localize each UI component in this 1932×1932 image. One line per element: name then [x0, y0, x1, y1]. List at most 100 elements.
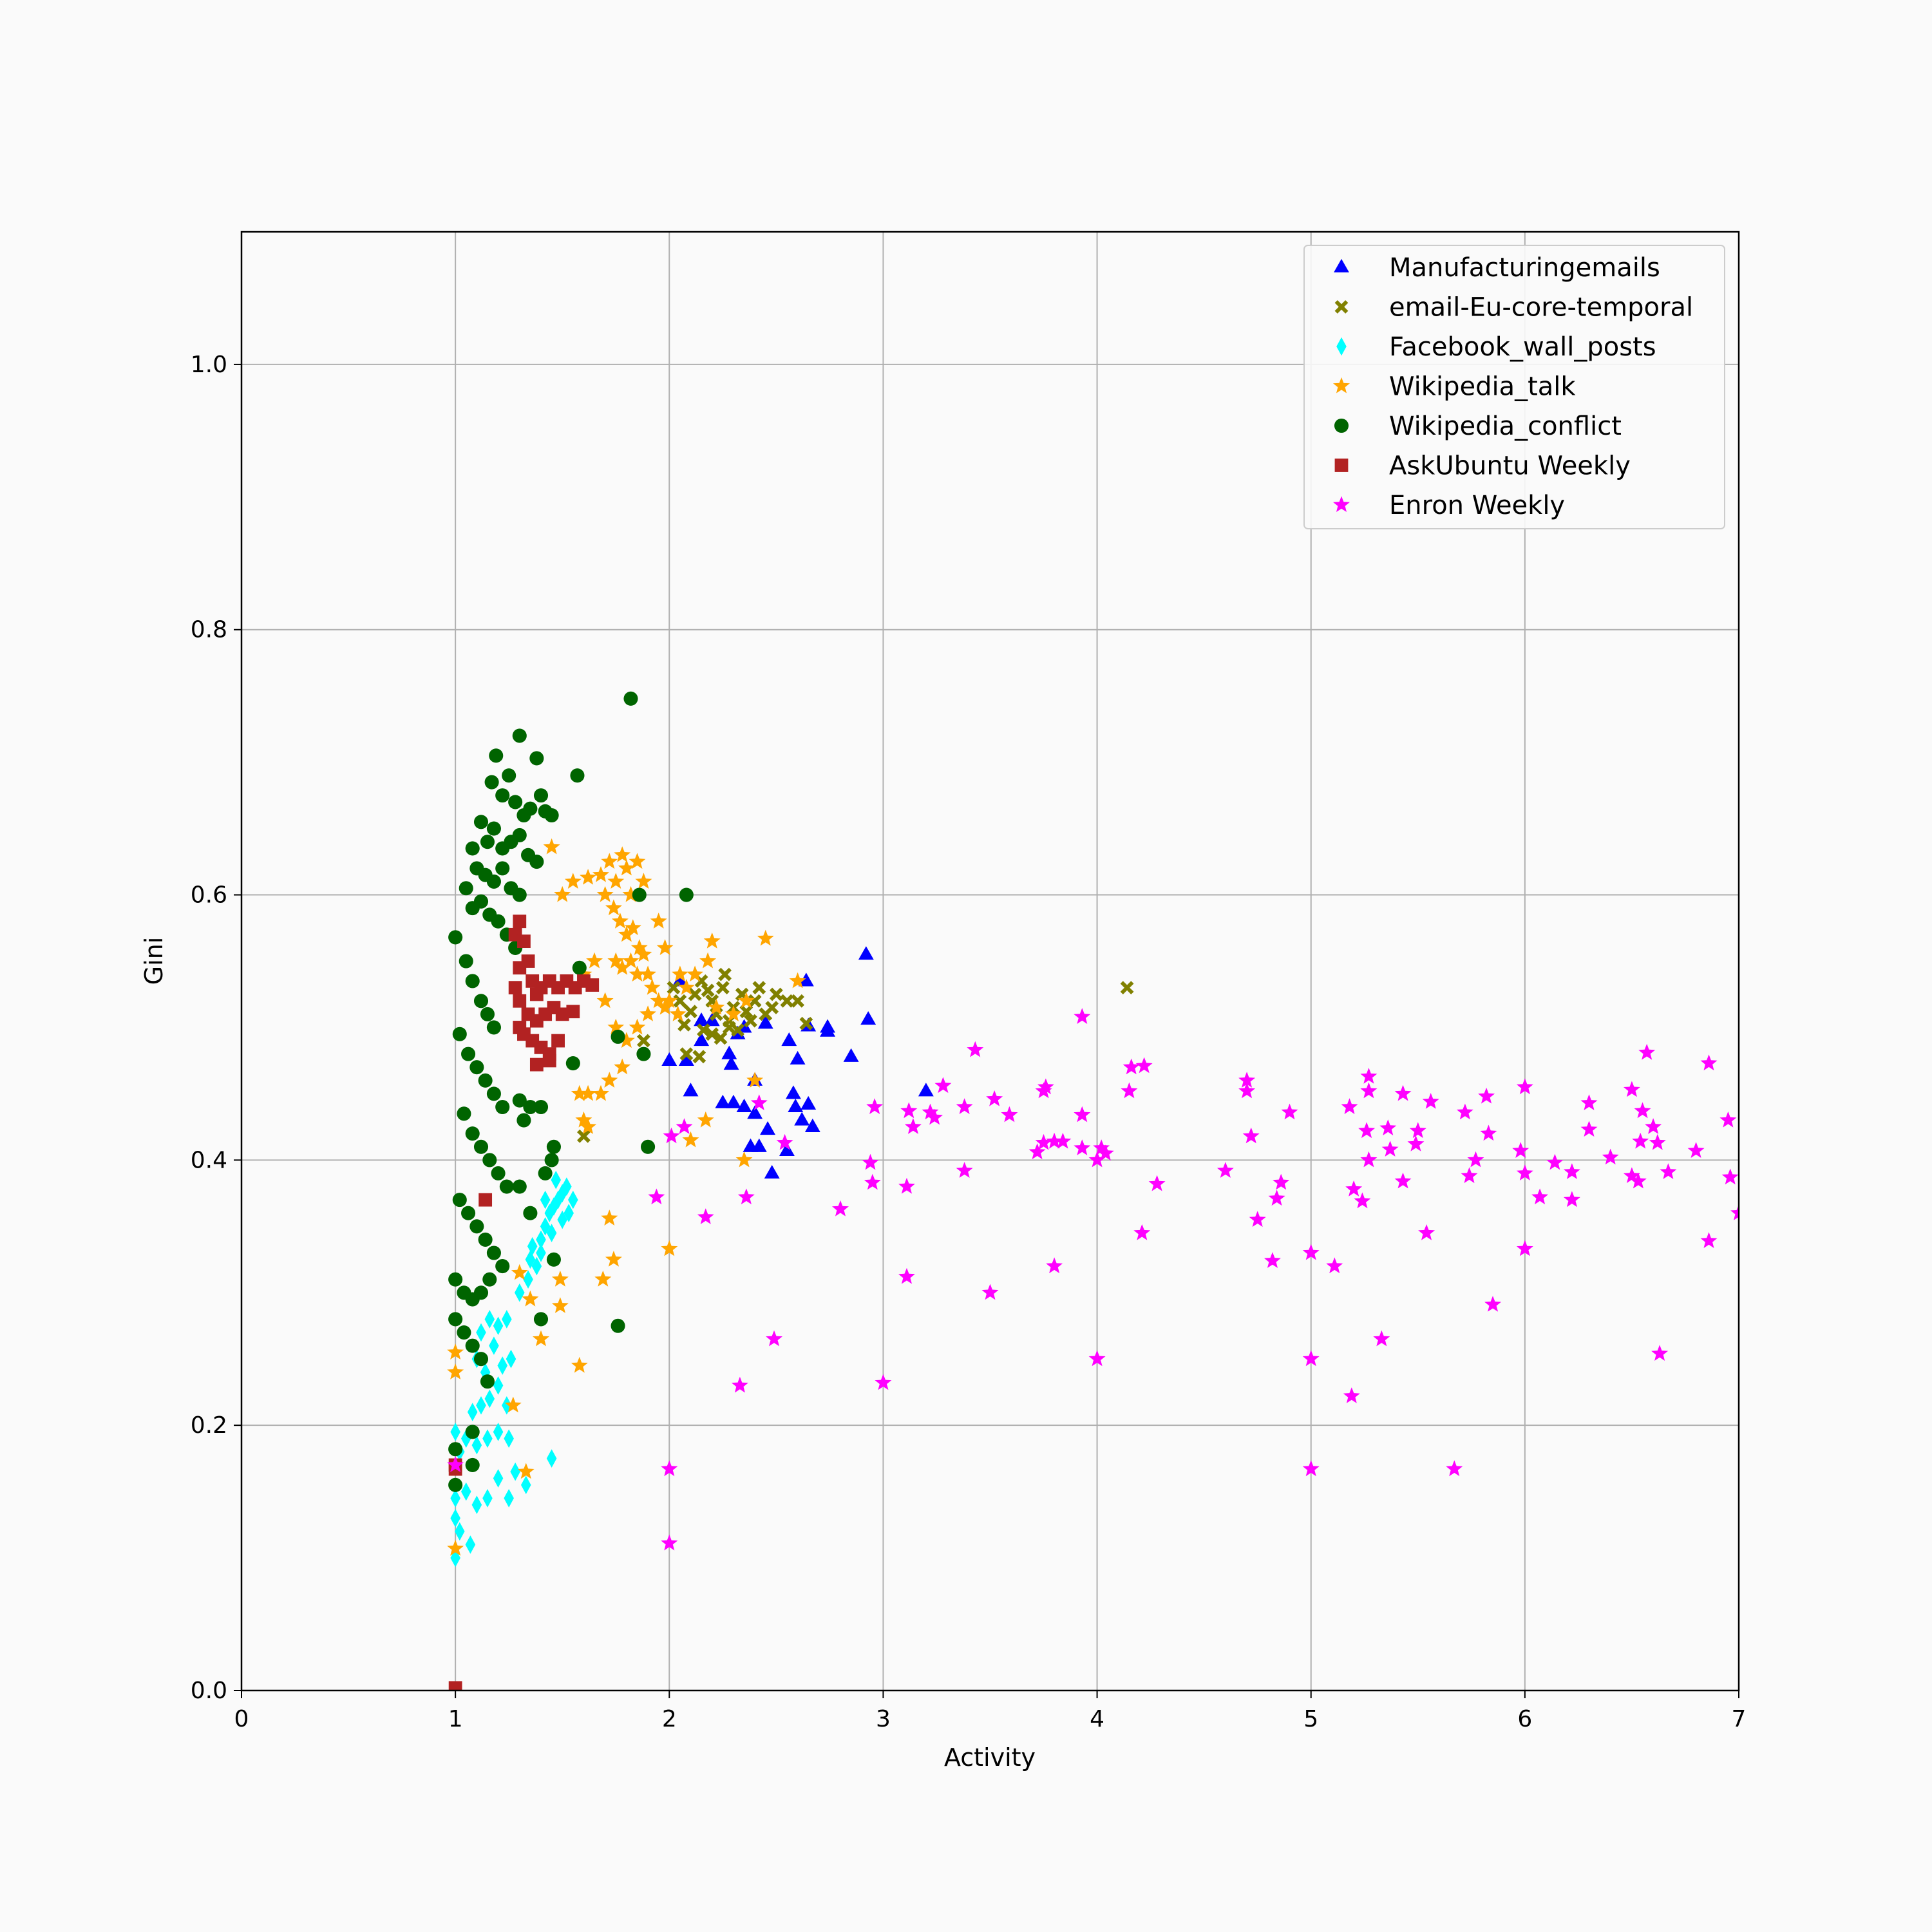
data-point: [1074, 1008, 1091, 1024]
data-point: [1121, 1082, 1138, 1099]
data-point: [533, 1330, 549, 1347]
data-point: [605, 899, 622, 916]
data-point: [623, 691, 638, 706]
data-point: [934, 1077, 952, 1094]
data-point: [866, 1098, 884, 1114]
data-point: [1122, 1058, 1140, 1075]
data-point: [484, 775, 499, 790]
data-point: [516, 1113, 531, 1128]
data-point: [1687, 1142, 1705, 1158]
data-point: [473, 994, 489, 1009]
data-point: [875, 1374, 892, 1390]
data-point: [448, 1477, 463, 1492]
data-point: [592, 866, 609, 882]
data-point: [747, 1105, 763, 1119]
data-point: [489, 1336, 499, 1355]
data-point: [746, 1072, 764, 1088]
data-point: [1268, 1189, 1285, 1206]
data-point: [862, 1153, 879, 1170]
data-point: [677, 1018, 691, 1032]
data-point: [517, 934, 531, 949]
legend-label: Facebook_wall_posts: [1389, 332, 1656, 362]
data-point: [1120, 981, 1134, 995]
data-point: [1563, 1163, 1580, 1179]
data-point: [1467, 1151, 1484, 1168]
data-point: [467, 1403, 478, 1421]
data-point: [566, 1005, 580, 1019]
data-point: [482, 1272, 497, 1287]
data-point: [495, 788, 510, 803]
data-point: [661, 1534, 678, 1551]
data-point: [580, 869, 597, 885]
data-point: [1602, 1148, 1619, 1165]
data-point: [860, 1011, 876, 1025]
data-point: [465, 1338, 480, 1353]
data-point: [766, 1330, 782, 1347]
data-point: [697, 1111, 714, 1128]
data-point: [1546, 1153, 1564, 1170]
data-point: [956, 1162, 973, 1178]
data-point: [607, 952, 625, 969]
data-point: [1418, 1224, 1435, 1240]
data-point: [448, 1312, 463, 1327]
data-point: [533, 1099, 549, 1115]
series-5: [448, 914, 600, 1690]
y-tick-label: 0.2: [191, 1412, 227, 1439]
data-point: [1456, 1103, 1473, 1120]
data-point: [520, 1475, 531, 1495]
series-6: [447, 1008, 1739, 1551]
data-point: [708, 998, 725, 1015]
data-point: [791, 994, 804, 1008]
data-point: [448, 1272, 463, 1287]
data-point: [671, 965, 688, 982]
legend-label: Enron Weekly: [1389, 491, 1565, 520]
data-point: [551, 1170, 562, 1189]
data-point: [1516, 1164, 1533, 1180]
data-point: [448, 1681, 462, 1690]
data-point: [1512, 1142, 1530, 1158]
data-point: [858, 946, 874, 960]
legend-marker: [1334, 300, 1349, 314]
data-point: [491, 914, 506, 929]
series-4: [448, 691, 694, 1492]
data-point: [585, 978, 600, 992]
data-point: [1360, 1151, 1378, 1168]
data-point: [679, 1047, 694, 1061]
data-point: [546, 1252, 561, 1267]
data-point: [510, 1462, 520, 1481]
data-point: [459, 881, 473, 896]
data-point: [1345, 1180, 1363, 1197]
data-point: [504, 1489, 514, 1508]
data-point: [735, 1151, 753, 1168]
data-point: [780, 994, 794, 1008]
data-point: [473, 1139, 489, 1154]
data-point: [551, 1271, 569, 1287]
data-point: [473, 815, 489, 829]
data-point: [1730, 1204, 1739, 1220]
data-point: [572, 960, 587, 975]
data-point: [448, 930, 463, 945]
data-point: [480, 1374, 495, 1389]
data-point: [495, 861, 510, 876]
data-point: [540, 1190, 551, 1209]
data-point: [650, 913, 667, 929]
data-point: [1700, 1054, 1718, 1071]
data-point: [459, 954, 473, 969]
data-point: [760, 1121, 776, 1135]
data-point: [1394, 1172, 1412, 1189]
data-point: [1638, 1043, 1656, 1060]
data-point: [527, 1236, 538, 1256]
data-point: [721, 1045, 737, 1059]
data-point: [1046, 1132, 1063, 1149]
data-point: [605, 1251, 622, 1267]
data-point: [465, 1425, 480, 1439]
data-point: [1651, 1345, 1669, 1361]
data-point: [529, 751, 544, 766]
data-point: [677, 979, 695, 995]
data-point: [636, 1046, 651, 1061]
data-point: [551, 1034, 565, 1048]
data-point: [622, 952, 639, 969]
data-point: [981, 1283, 999, 1300]
data-point: [586, 952, 603, 969]
data-point: [486, 821, 501, 836]
